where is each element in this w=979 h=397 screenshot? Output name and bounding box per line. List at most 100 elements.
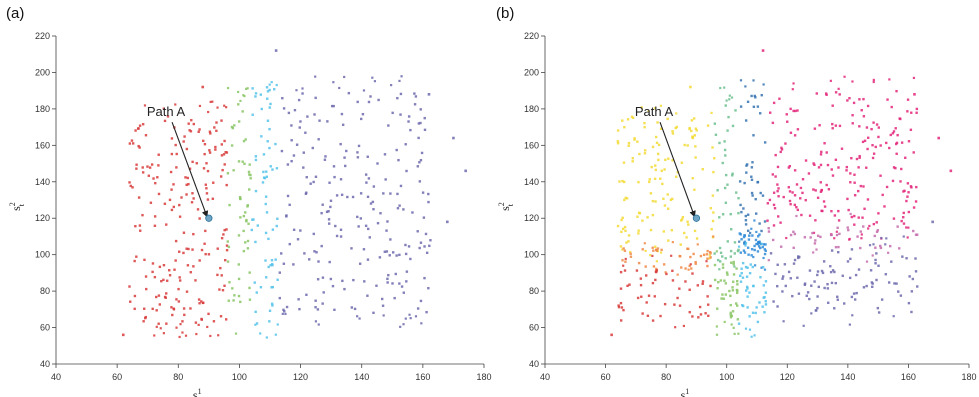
scatter-point (892, 130, 896, 133)
scatter-point (795, 183, 799, 186)
scatter-point (203, 152, 206, 156)
scatter-point (791, 191, 794, 194)
scatter-point (721, 293, 724, 296)
scatter-point (819, 181, 822, 184)
scatter-point (295, 143, 299, 146)
scatter-point (729, 255, 733, 258)
scatter-point (255, 291, 258, 294)
scatter-point (769, 252, 773, 255)
scatter-point (641, 248, 644, 251)
scatter-point (755, 306, 758, 309)
y-tick-label: 40 (40, 359, 50, 369)
scatter-point (144, 275, 148, 278)
scatter-point (729, 249, 733, 253)
scatter-point (662, 230, 666, 233)
scatter-point (912, 206, 916, 209)
scatter-point (616, 129, 620, 132)
scatter-point (782, 320, 785, 323)
scatter-point (226, 260, 230, 263)
scatter-point (230, 125, 234, 129)
scatter-point (858, 98, 861, 101)
scatter-point (814, 219, 817, 222)
scatter-point (404, 317, 407, 320)
scatter-point (881, 193, 884, 197)
scatter-point (789, 131, 793, 134)
scatter-point (633, 137, 636, 140)
scatter-point (413, 92, 416, 95)
scatter-point (222, 233, 225, 236)
scatter-point (729, 313, 732, 316)
scatter-point (871, 282, 874, 285)
scatter-point (793, 203, 797, 207)
scatter-point (804, 159, 808, 162)
scatter-point (271, 285, 275, 289)
scatter-point (200, 300, 203, 303)
scatter-point (662, 263, 666, 266)
scatter-point (756, 242, 760, 246)
scatter-point (746, 213, 750, 216)
scatter-point (245, 220, 248, 223)
scatter-point (877, 212, 880, 215)
scatter-point (914, 257, 917, 260)
scatter-point (242, 249, 246, 253)
scatter-point (268, 106, 271, 109)
scatter-point (181, 331, 184, 334)
scatter-point (684, 267, 687, 270)
scatter-point (763, 311, 766, 314)
scatter-point (654, 168, 658, 172)
scatter-point (262, 170, 265, 174)
scatter-point (777, 195, 780, 198)
scatter-point (326, 120, 329, 123)
scatter-point (902, 211, 905, 215)
scatter-point (849, 181, 852, 184)
scatter-point (816, 270, 820, 273)
scatter-point (815, 309, 818, 312)
scatter-point (318, 119, 321, 122)
scatter-point (651, 213, 655, 217)
scatter-point (744, 327, 748, 330)
scatter-point (655, 141, 659, 145)
scatter-point (237, 234, 241, 237)
scatter-point (172, 205, 176, 209)
scatter-point (170, 208, 174, 212)
scatter-point (340, 112, 344, 116)
x-tick-label: 120 (293, 372, 308, 382)
scatter-point (750, 175, 753, 178)
scatter-point (321, 203, 324, 206)
scatter-point (366, 294, 369, 297)
scatter-point (904, 156, 907, 159)
scatter-point (328, 181, 331, 184)
scatter-point (242, 139, 246, 143)
y-tick-label: 120 (35, 213, 50, 223)
scatter-point (290, 159, 293, 163)
panel-label-a: (a) (6, 5, 24, 22)
scatter-point (786, 120, 789, 123)
scatter-point (246, 205, 249, 208)
scatter-point (912, 151, 915, 154)
scatter-point (271, 228, 275, 231)
scatter-point (830, 168, 833, 171)
panel-a-path-a-arrow (171, 121, 209, 218)
scatter-outlier (446, 220, 449, 224)
scatter-point (753, 248, 756, 252)
scatter-point (724, 293, 728, 296)
scatter-point (732, 260, 735, 264)
scatter-point (141, 123, 145, 126)
scatter-point (730, 96, 734, 99)
scatter-point (745, 164, 748, 167)
scatter-point (220, 143, 224, 146)
scatter-point (902, 190, 905, 193)
scatter-point (709, 252, 712, 255)
scatter-point (636, 215, 639, 218)
scatter-point (215, 129, 218, 133)
scatter-point (766, 219, 769, 222)
scatter-point (314, 96, 317, 100)
scatter-point (888, 244, 892, 248)
scatter-point (799, 186, 803, 190)
scatter-point (834, 158, 838, 161)
scatter-point (891, 179, 895, 183)
scatter-point (254, 240, 257, 244)
y-tick-label: 160 (524, 140, 539, 150)
scatter-point (224, 151, 227, 154)
scatter-point (817, 166, 821, 169)
